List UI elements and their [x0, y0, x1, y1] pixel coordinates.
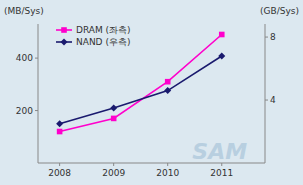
legend-label: NAND (우측) — [76, 37, 130, 47]
y-axis-label: (MB/Sys) — [4, 6, 44, 16]
x-tick — [167, 163, 168, 166]
x-tick-label: 2010 — [156, 168, 179, 178]
legend-marker — [61, 39, 68, 46]
x-tick-label: 2008 — [48, 168, 71, 178]
legend-marker — [61, 27, 67, 33]
x-axis-line — [38, 163, 265, 164]
y-tick-label: 200 — [16, 106, 33, 116]
y-tick — [35, 110, 38, 111]
y2-axis-label: (GB/Sys) — [260, 6, 299, 16]
marker — [219, 32, 225, 38]
chart-container: SAM 2008 2009 2010 2011 200 400 4 8 (MB/Sys) (GB/S… — [0, 0, 303, 185]
series-line — [60, 34, 222, 131]
marker — [165, 79, 171, 85]
marker — [111, 116, 117, 122]
y2-tick-label: 8 — [270, 32, 276, 42]
plot-area — [56, 32, 225, 135]
watermark: SAM — [192, 139, 247, 164]
series-line — [60, 56, 222, 124]
y2-tick-label: 4 — [270, 95, 276, 105]
y2-axis-line — [265, 24, 266, 163]
x-tick — [221, 163, 222, 166]
y-tick-label: 400 — [16, 53, 33, 63]
marker — [57, 129, 63, 135]
x-tick-label: 2011 — [210, 168, 233, 178]
marker — [110, 104, 117, 111]
marker — [218, 52, 225, 59]
legend-label: DRAM (좌측) — [76, 25, 131, 35]
marker — [56, 120, 63, 127]
y-tick — [35, 58, 38, 59]
chart: SAM 2008 2009 2010 2011 200 400 4 8 (MB/Sys) (GB/S… — [0, 0, 303, 185]
marker — [164, 87, 171, 94]
x-tick — [113, 163, 114, 166]
y-axis-line — [38, 24, 39, 163]
x-tick-label: 2009 — [102, 168, 125, 178]
x-tick — [59, 163, 60, 166]
y2-tick — [265, 37, 268, 38]
legend: DRAM (좌측) NAND (우측) — [56, 25, 131, 47]
y2-tick — [265, 100, 268, 101]
